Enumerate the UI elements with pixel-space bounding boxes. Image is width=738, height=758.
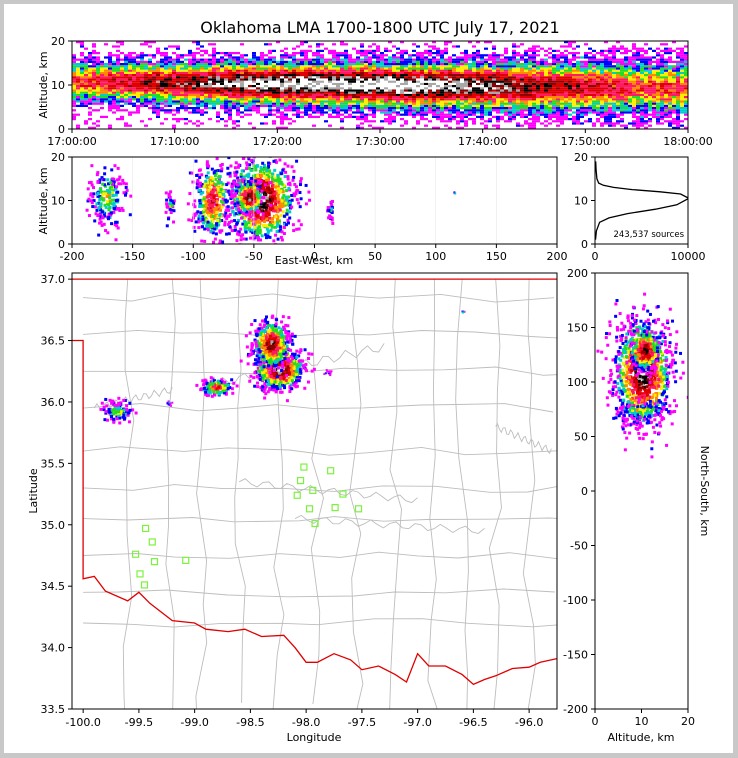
- lma-station-marker: [354, 505, 363, 513]
- lma-station-marker: [296, 476, 305, 485]
- time-panel-ylabel: Altitude, km: [37, 51, 50, 118]
- longitude-tick-label: -96.0: [515, 716, 543, 729]
- ns-y-tick: -150: [563, 649, 588, 662]
- time-tick-label: 17:40:00: [458, 135, 507, 148]
- altitude-north-south-heatmap: [596, 292, 688, 459]
- latitude-tick-label: 35.0: [41, 519, 66, 532]
- longitude-tick-label: -97.5: [348, 716, 376, 729]
- time-tick-label: 17:20:00: [253, 135, 302, 148]
- time-altitude-heatmap: [72, 41, 688, 129]
- ew-x-tick: 0: [311, 250, 318, 263]
- altitude-histogram-line: [595, 161, 688, 240]
- lma-station-marker: [131, 550, 140, 558]
- time-panel-y-tick: 0: [58, 123, 65, 136]
- lma-station-marker: [148, 538, 156, 546]
- ns-y-tick: -50: [570, 540, 588, 553]
- ew-x-tick: -150: [120, 250, 145, 263]
- time-tick-label: 18:00:00: [663, 135, 712, 148]
- hist-y-tick: 10: [574, 195, 588, 208]
- ew-x-tick: -100: [181, 250, 206, 263]
- plan-view-map: [72, 278, 557, 709]
- lma-figure: Oklahoma LMA 1700-1800 UTC July 17, 2021…: [27, 18, 713, 744]
- ns-panel-ylabel: North-South, km: [698, 446, 711, 537]
- lma-station-marker: [136, 570, 144, 578]
- ew-x-tick: 50: [368, 250, 382, 263]
- latitude-tick-label: 37.0: [41, 273, 66, 286]
- lma-station-marker: [309, 486, 317, 494]
- lma-station-marker: [311, 519, 319, 528]
- lma-station-marker: [305, 505, 314, 513]
- lma-station-marker: [141, 524, 150, 533]
- lma-station-marker: [300, 463, 308, 471]
- ew-y-tick: 20: [51, 151, 65, 164]
- altitude-histogram: [595, 161, 688, 240]
- ns-x-tick: 0: [592, 715, 599, 728]
- longitude-tick-label: -98.0: [292, 716, 320, 729]
- plan-view-axes: [71, 272, 558, 710]
- latitude-tick-label: 35.5: [41, 457, 66, 470]
- ns-y-tick: -200: [563, 703, 588, 716]
- latitude-tick-label: 33.5: [41, 703, 66, 716]
- ns-x-tick: 10: [635, 715, 649, 728]
- time-tick-label: 17:10:00: [150, 135, 199, 148]
- ew-x-tick: 100: [425, 250, 446, 263]
- ew-x-tick: -50: [245, 250, 263, 263]
- hist-y-tick: 20: [574, 151, 588, 164]
- plan-xlabel: Longitude: [287, 731, 342, 744]
- ns-y-tick: 150: [567, 322, 588, 335]
- lma-station-marker: [182, 556, 190, 564]
- ew-x-tick: -200: [60, 250, 85, 263]
- ns-y-tick: -100: [563, 594, 588, 607]
- latitude-tick-label: 34.0: [41, 642, 66, 655]
- time-tick-label: 17:30:00: [355, 135, 404, 148]
- source-count-label: 243,537 sources: [613, 230, 684, 240]
- ew-panel-ylabel: Altitude, km: [37, 167, 50, 234]
- time-tick-label: 17:50:00: [561, 135, 610, 148]
- latitude-tick-label: 34.5: [41, 580, 66, 593]
- ew-y-tick: 0: [58, 238, 65, 251]
- lma-station-marker: [140, 581, 149, 589]
- time-panel-y-tick: 10: [51, 79, 65, 92]
- latitude-tick-label: 36.5: [41, 335, 66, 348]
- longitude-tick-label: -100.0: [65, 716, 100, 729]
- ew-panel-xlabel: East-West, km: [275, 254, 353, 267]
- longitude-tick-label: -99.0: [180, 716, 208, 729]
- ns-y-tick: 200: [567, 267, 588, 280]
- lma-station-marker: [339, 490, 347, 498]
- ew-x-tick: 150: [486, 250, 507, 263]
- hist-x-tick: 10000: [671, 250, 706, 263]
- ew-y-tick: 10: [51, 195, 65, 208]
- lma-station-marker: [150, 558, 159, 566]
- longitude-tick-label: -98.5: [236, 716, 264, 729]
- longitude-tick-label: -96.5: [459, 716, 487, 729]
- figure-canvas: Oklahoma LMA 1700-1800 UTC July 17, 2021…: [4, 4, 733, 753]
- ns-y-tick: 50: [574, 431, 588, 444]
- latitude-tick-label: 36.0: [41, 396, 66, 409]
- lma-station-marker: [293, 491, 301, 499]
- time-tick-label: 17:00:00: [47, 135, 96, 148]
- lma-station-marker: [327, 467, 335, 475]
- chart-title: Oklahoma LMA 1700-1800 UTC July 17, 2021: [200, 18, 559, 37]
- lma-station-marker: [331, 503, 339, 512]
- longitude-tick-label: -97.0: [403, 716, 431, 729]
- plan-ylabel: Latitude: [27, 468, 40, 514]
- time-panel-y-tick: 20: [51, 35, 65, 48]
- ns-y-tick: 0: [581, 485, 588, 498]
- ew-x-tick: 200: [547, 250, 568, 263]
- east-west-altitude-heatmap: [72, 157, 557, 244]
- hist-y-tick: 0: [581, 238, 588, 251]
- ns-panel-xlabel: Altitude, km: [607, 731, 674, 744]
- longitude-tick-label: -99.5: [125, 716, 153, 729]
- ns-x-tick: 20: [681, 715, 695, 728]
- ns-y-tick: 100: [567, 376, 588, 389]
- hist-x-tick: 0: [592, 250, 599, 263]
